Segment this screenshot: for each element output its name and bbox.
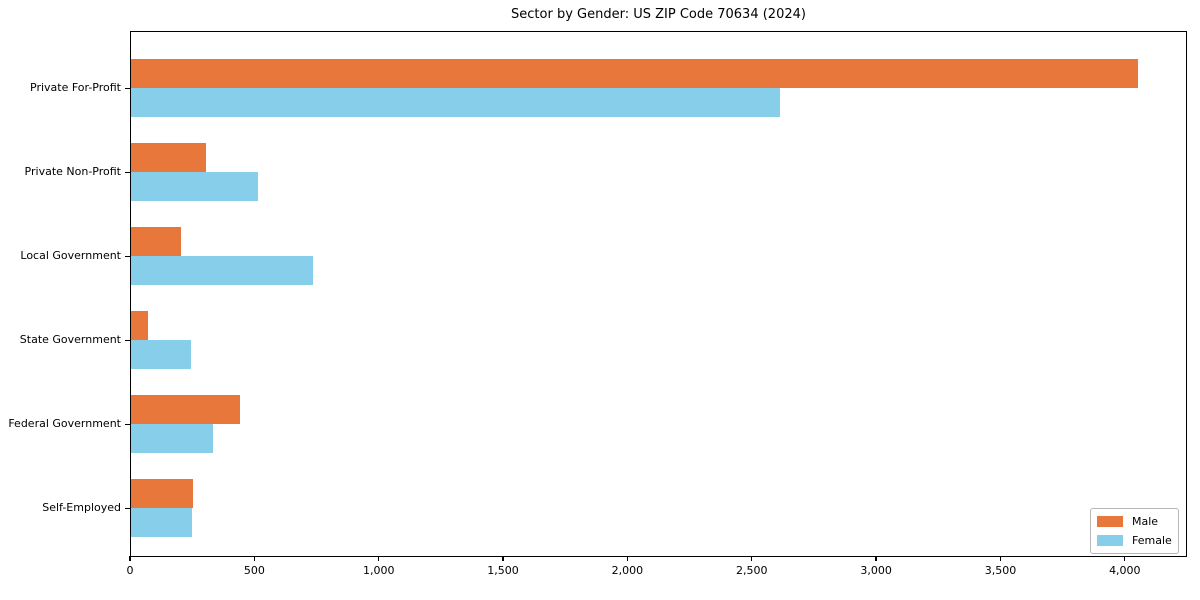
legend-swatch-female xyxy=(1097,535,1123,546)
y-axis-label: Private For-Profit xyxy=(30,81,121,94)
bar-male-1 xyxy=(131,142,206,172)
x-tick-mark xyxy=(1124,556,1126,561)
x-tick-mark xyxy=(875,556,877,561)
y-axis-label: State Government xyxy=(19,333,121,346)
bar-female-5 xyxy=(131,507,192,537)
bar-female-1 xyxy=(131,171,258,201)
bar-male-4 xyxy=(131,394,241,424)
y-axis-label: Private Non-Profit xyxy=(24,165,121,178)
x-tick-mark xyxy=(129,556,131,561)
legend: Male Female xyxy=(1090,508,1179,554)
x-tick-mark xyxy=(751,556,753,561)
x-axis-label: 500 xyxy=(243,564,265,577)
x-axis-label: 3,500 xyxy=(984,564,1017,577)
y-tick-mark xyxy=(125,423,130,425)
bar-male-5 xyxy=(131,478,194,508)
x-axis-label: 2,000 xyxy=(611,564,644,577)
bar-male-3 xyxy=(131,310,149,340)
x-tick-mark xyxy=(502,556,504,561)
y-axis-label: Federal Government xyxy=(8,417,121,430)
x-tick-mark xyxy=(253,556,255,561)
plot-area xyxy=(130,31,1187,557)
y-axis-label: Local Government xyxy=(20,249,121,262)
y-tick-mark xyxy=(125,339,130,341)
legend-swatch-male xyxy=(1097,516,1123,527)
legend-label: Male xyxy=(1132,515,1159,528)
x-axis-label: 4,000 xyxy=(1109,564,1141,577)
legend-entry-female: Female xyxy=(1097,534,1172,547)
x-tick-mark xyxy=(626,556,629,561)
bar-female-2 xyxy=(131,255,313,285)
x-axis-label: 1,000 xyxy=(362,564,395,577)
chart-title: Sector by Gender: US ZIP Code 70634 (202… xyxy=(511,7,806,22)
x-tick-mark xyxy=(999,556,1002,561)
y-tick-mark xyxy=(125,255,130,257)
x-axis-label: 1,500 xyxy=(487,564,519,577)
x-axis-label: 3,000 xyxy=(860,564,892,577)
y-tick-mark xyxy=(125,87,130,89)
y-tick-mark xyxy=(125,171,130,173)
bar-male-2 xyxy=(131,226,181,256)
bar-female-4 xyxy=(131,423,214,453)
x-tick-mark xyxy=(378,556,380,561)
bar-female-3 xyxy=(131,339,191,369)
legend-entry-male: Male xyxy=(1097,515,1172,528)
x-axis-label: 2,500 xyxy=(736,564,768,577)
y-axis-label: Self-Employed xyxy=(42,501,121,514)
x-axis-label: 0 xyxy=(126,564,134,577)
y-tick-mark xyxy=(125,507,130,509)
bar-female-0 xyxy=(131,87,781,117)
legend-label: Female xyxy=(1132,534,1172,547)
bar-male-0 xyxy=(131,58,1139,88)
